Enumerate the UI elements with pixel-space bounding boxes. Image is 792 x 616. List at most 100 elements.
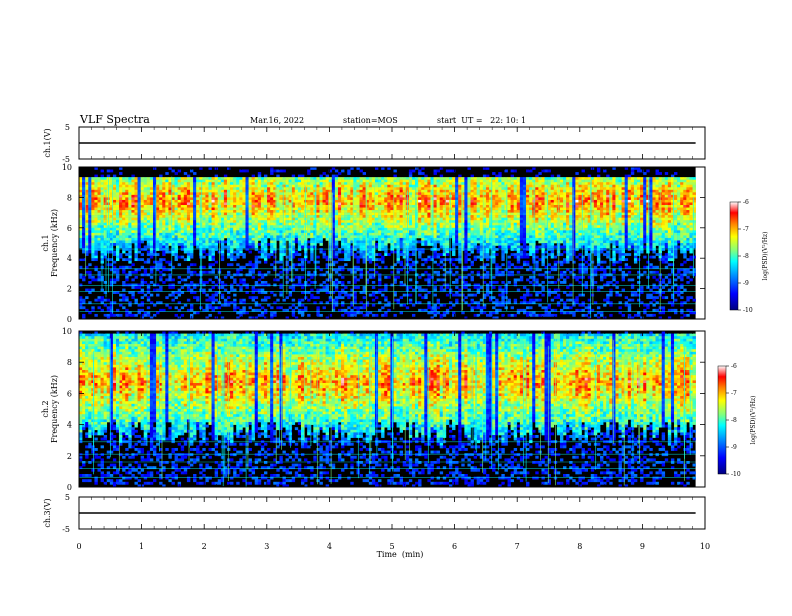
ch1-spectrogram-pixel bbox=[335, 192, 338, 195]
ch1-spectrogram-pixel bbox=[375, 225, 378, 228]
ch1-spectrogram-pixel bbox=[264, 187, 267, 190]
ch1-spectrogram-pixel bbox=[249, 306, 252, 309]
ch1-spectrogram-pixel bbox=[258, 175, 261, 178]
ch1-spectrogram-pixel bbox=[446, 220, 449, 223]
ch1-spectrogram-pixel bbox=[347, 220, 350, 223]
ch1-spectrogram-pixel bbox=[141, 205, 144, 208]
ch1-spectrogram-pixel bbox=[424, 180, 427, 183]
ch1-spectrogram-pixel bbox=[178, 187, 181, 190]
ch1-spectrogram-pixel bbox=[91, 223, 94, 226]
ch1-spectrogram-pixel bbox=[437, 248, 440, 251]
ch1-spectrogram-pixel bbox=[252, 190, 255, 193]
ch1-spectrogram-pixel bbox=[323, 210, 326, 213]
ch1-spectrogram-pixel bbox=[261, 235, 264, 238]
ch1-spectrogram-pixel bbox=[221, 205, 224, 208]
ch1-spectrogram-pixel bbox=[387, 304, 390, 307]
ch1-spectrogram-pixel bbox=[91, 197, 94, 200]
ch1-spectrogram-pixel bbox=[319, 200, 322, 203]
ch1-spectrogram-pixel bbox=[384, 205, 387, 208]
ch1-spectrogram-pixel bbox=[98, 223, 101, 226]
ch1-spectrogram-pixel bbox=[264, 205, 267, 208]
ch1-spectrogram-pixel bbox=[171, 278, 174, 281]
ch1-spectrogram-pixel bbox=[193, 182, 196, 185]
ch1-spectrogram-pixel bbox=[233, 182, 236, 185]
ch1-spectrogram-pixel bbox=[319, 175, 322, 178]
ch1-spectrogram-pixel bbox=[94, 266, 97, 269]
ch1-spectrogram-pixel bbox=[98, 235, 101, 238]
ch1-spectrogram-pixel bbox=[276, 306, 279, 309]
ch1-spectrogram-pixel bbox=[171, 294, 174, 297]
ch1-spectrogram-pixel bbox=[276, 235, 279, 238]
ch1-spectrogram-pixel bbox=[212, 286, 215, 289]
ch1-spectrogram-pixel bbox=[144, 314, 147, 317]
ch1-spectrogram-pixel bbox=[381, 187, 384, 190]
ch1-spectrogram-pixel bbox=[153, 180, 156, 183]
ch1-spectrogram-pixel bbox=[390, 185, 393, 188]
ch1-spectrogram-pixel bbox=[286, 180, 289, 183]
ch1-spectrogram-pixel bbox=[205, 240, 208, 243]
ch1-spectrogram-pixel bbox=[82, 278, 85, 281]
ch1-spectrogram-pixel bbox=[455, 223, 458, 226]
ch1-spectrogram-pixel bbox=[440, 195, 443, 198]
ch1-spectrogram-pixel bbox=[239, 195, 242, 198]
ch1-spectrogram-pixel bbox=[181, 314, 184, 317]
ch1-spectrogram-pixel bbox=[138, 240, 141, 243]
ch1-spectrogram-pixel bbox=[227, 200, 230, 203]
ch1-spectrogram-pixel bbox=[344, 192, 347, 195]
ch1-spectrogram-pixel bbox=[409, 205, 412, 208]
ch1-spectrogram-pixel bbox=[79, 213, 82, 216]
ch1-spectrogram-pixel bbox=[378, 180, 381, 183]
ch1-spectrogram-pixel bbox=[134, 230, 137, 233]
ch1-spectrogram-pixel bbox=[242, 228, 245, 231]
ch1-spectrogram-pixel bbox=[400, 281, 403, 284]
ch1-spectrogram-pixel bbox=[440, 253, 443, 256]
ch1-spectrogram-pixel bbox=[236, 256, 239, 259]
ch1-spectrogram-pixel bbox=[255, 296, 258, 299]
ch1-spectrogram-pixel bbox=[233, 281, 236, 284]
ch1-spectrogram-pixel bbox=[190, 263, 193, 266]
ch1-spectrogram-pixel bbox=[316, 200, 319, 203]
ch1-spectrogram-pixel bbox=[316, 177, 319, 180]
ch1-spectrogram-pixel bbox=[178, 235, 181, 238]
ch1-spectrogram-pixel bbox=[184, 243, 187, 246]
ch1-spectrogram-pixel bbox=[464, 284, 467, 287]
ch1-spectrogram-pixel bbox=[215, 276, 218, 279]
ch1-spectrogram-pixel bbox=[230, 248, 233, 251]
ch1-spectrogram-pixel bbox=[319, 185, 322, 188]
ch1-spectrogram-pixel bbox=[249, 296, 252, 299]
ch1-spectrogram-pixel bbox=[168, 240, 171, 243]
ch1-spectrogram-pixel bbox=[94, 230, 97, 233]
ch1-spectrogram-pixel bbox=[125, 223, 128, 226]
ch1-spectrogram-pixel bbox=[412, 215, 415, 218]
ch1-spectrogram-pixel bbox=[347, 253, 350, 256]
ch1-spectrogram-pixel bbox=[446, 187, 449, 190]
ch1-spectrogram-pixel bbox=[193, 190, 196, 193]
ch1-spectrogram-pixel bbox=[193, 311, 196, 314]
ch1-spectrogram-pixel bbox=[443, 213, 446, 216]
ch1-spectrogram-pixel bbox=[230, 225, 233, 228]
ch1-spectrogram-pixel bbox=[116, 218, 119, 221]
ch1-spectrogram-pixel bbox=[409, 243, 412, 246]
ch1-spectrogram-pixel bbox=[175, 238, 178, 241]
ch1-spectrogram-pixel bbox=[147, 210, 150, 213]
ch1-spectrogram-pixel bbox=[150, 228, 153, 231]
ch1-spectrogram-pixel bbox=[409, 200, 412, 203]
ch1-spectrogram-pixel bbox=[215, 195, 218, 198]
ch1-spectrogram-pixel bbox=[113, 195, 116, 198]
ch1-spectrogram-pixel bbox=[319, 230, 322, 233]
ch1-spectrogram-pixel bbox=[344, 256, 347, 259]
ch1-spectrogram-pixel bbox=[421, 223, 424, 226]
ch1-spectrogram-pixel bbox=[295, 200, 298, 203]
ch1-spectrogram-pixel bbox=[178, 256, 181, 259]
ch1-spectrogram-pixel bbox=[353, 233, 356, 236]
ch1-spectrogram-pixel bbox=[91, 253, 94, 256]
ch1-spectrogram-pixel bbox=[233, 246, 236, 249]
ch1-spectrogram-pixel bbox=[144, 225, 147, 228]
ch1-spectrogram-pixel bbox=[344, 210, 347, 213]
ch1-spectrogram-pixel bbox=[323, 187, 326, 190]
ch1-spectrogram-pixel bbox=[91, 248, 94, 251]
ch1-spectrogram-pixel bbox=[249, 235, 252, 238]
ch1-spectrogram-pixel bbox=[360, 276, 363, 279]
ch1-spectrogram-pixel bbox=[141, 187, 144, 190]
ch1-spectrogram-pixel bbox=[239, 314, 242, 317]
